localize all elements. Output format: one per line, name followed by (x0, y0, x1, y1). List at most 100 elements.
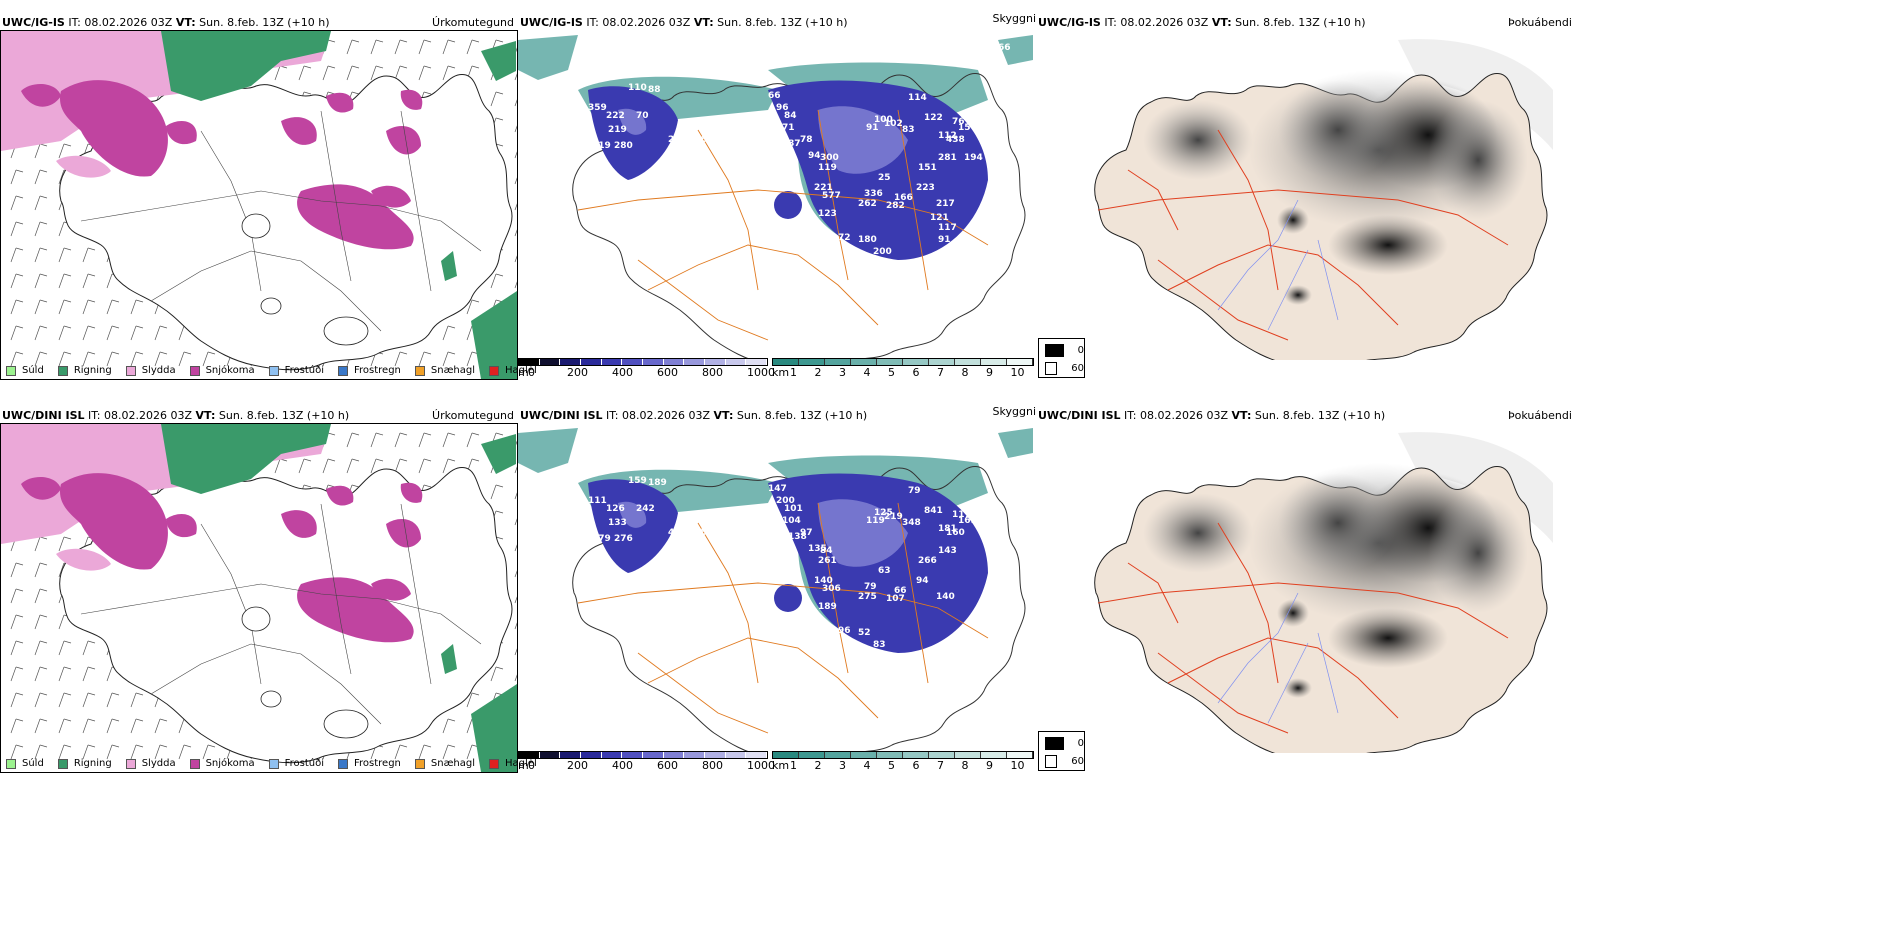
visibility-tick: 4 (863, 759, 871, 772)
cloudbase-value: 180 (858, 235, 877, 245)
cloudbase-value: 91 (866, 123, 879, 133)
cloudbase-value: 438 (946, 135, 965, 145)
legend-label: Snjókoma (205, 758, 255, 769)
cloudbase-value: 72 (838, 233, 851, 243)
cloudbase-value: 94 (916, 576, 929, 586)
fog-swatch-dark (1045, 343, 1064, 357)
legend-item: Rigning (57, 365, 112, 376)
cloud-header: UWC/IG-IS IT: 08.02.2026 03Z VT: Sun. 8.… (520, 16, 848, 29)
legend-item: Frostúði (268, 758, 324, 769)
legend-label: Snæhagl (430, 758, 476, 769)
snow-areas (21, 80, 423, 250)
legend-item: Súld (6, 365, 44, 376)
visibility-unit: km (772, 759, 790, 772)
cloudbase-value: 217 (936, 199, 955, 209)
precip-map (0, 423, 518, 773)
visibility-colorbar (772, 358, 1034, 366)
fog-value: 0 (1077, 344, 1084, 356)
legend-item: Slydda (125, 365, 176, 376)
legend-swatch (338, 758, 348, 769)
cloudbase-value: 112 (938, 131, 957, 141)
fog-legend-row: 0 (1039, 341, 1084, 359)
visibility-tick: 4 (863, 366, 871, 379)
visibility-tick: 5 (888, 366, 895, 379)
cloudbase-value: 110 (658, 551, 677, 561)
roads (80, 503, 482, 725)
legend-item: Súld (6, 758, 44, 769)
cloudbase-value: 461 (658, 158, 677, 168)
cloudbase-value: 125 (874, 508, 893, 518)
cloudbase-value: 102 (884, 119, 903, 129)
fog-shading (1143, 70, 1528, 305)
visibility-colorbar (772, 751, 1034, 759)
cloudbase-tick: 600 (657, 759, 678, 772)
cloudbase-value: 134 (648, 168, 667, 178)
visibility-tick: 5 (888, 759, 895, 772)
precip-header: UWC/IG-IS IT: 08.02.2026 03Z VT: Sun. 8.… (2, 16, 330, 29)
precip-legend: Súld Rigning Slydda Snjókoma Frostúði Frostre… (6, 365, 551, 376)
legend-label: Rigning (73, 758, 112, 769)
cloudbase-value: 449 (668, 528, 687, 538)
legend-label: Frostúði (284, 365, 324, 376)
cloudbase-tick: 800 (702, 366, 723, 379)
cloudbase-value: 83 (873, 640, 886, 650)
rain-areas (161, 424, 517, 772)
cloudbase-value: 66 (998, 43, 1011, 53)
cloudbase-value: 76 (952, 117, 965, 127)
cloudbase-value: 123 (818, 209, 837, 219)
cloudbase-value: 63 (878, 566, 891, 576)
cloudbase-tick: 1000 (747, 366, 775, 379)
legend-label: Snæhagl (430, 365, 476, 376)
visibility-tick: 3 (839, 366, 846, 379)
cloudbase-value: 94 (808, 151, 821, 161)
cloudbase-value: 266 (918, 556, 937, 566)
cloudbase-value: 219 (608, 125, 627, 135)
cloudbase-value: 289 (668, 135, 687, 145)
legend-item: Snjókoma (189, 365, 255, 376)
cloudbase-value: 135 (808, 544, 827, 554)
cloudbase-value: 200 (873, 247, 892, 257)
cloudbase-value: 282 (886, 201, 905, 211)
cloudbase-value: 194 (964, 153, 983, 163)
legend-label: Slydda (141, 365, 176, 376)
cloudbase-value: 90 (713, 115, 726, 125)
cloudbase-value: 348 (902, 518, 921, 528)
fog-legend-row: 60 (1039, 359, 1084, 377)
visibility-tick: 8 (961, 759, 969, 772)
visibility-tick: 7 (937, 759, 944, 772)
legend-label: Haglél (505, 758, 537, 769)
cloudbase-tick: 200 (567, 366, 588, 379)
cloudbase-value: 306 (822, 584, 841, 594)
rivers (1217, 592, 1339, 724)
legend-item: Snæhagl (414, 758, 476, 769)
precip-map (0, 30, 518, 380)
visibility-tick: 7 (937, 366, 944, 379)
visibility-tick: 9 (986, 759, 993, 772)
legend-swatch (414, 758, 425, 769)
fog-value: 60 (1071, 362, 1084, 374)
cloudbase-value: 100 (874, 115, 893, 125)
legend-swatch (489, 365, 500, 376)
visibility-unit: km (772, 366, 790, 379)
cloudbase-colorbar (518, 751, 768, 759)
cloudbase-value: 66 (894, 586, 907, 596)
cloudbase-value: 140 (814, 576, 833, 586)
rain-areas (161, 31, 517, 379)
fog-header: UWC/DINI ISL IT: 08.02.2026 03Z VT: Sun.… (1038, 409, 1386, 422)
cloudbase-value: 176 (688, 135, 707, 145)
cloudbase-value: 172 (648, 561, 667, 571)
cloudbase-tick: 800 (702, 759, 723, 772)
cloudbase-value: 71 (782, 123, 795, 133)
legend-label: Snjókoma (205, 365, 255, 376)
visibility-tick: 1 (790, 759, 797, 772)
cloud-panel: UWC/IG-IS IT: 08.02.2026 03Z VT: Sun. 8.… (518, 12, 1038, 392)
cloudbase-value: 221 (814, 183, 833, 193)
cloudbase-value: 200 (776, 496, 795, 506)
legend-item: Snjókoma (189, 758, 255, 769)
cloudbase-value: 133 (608, 518, 627, 528)
cloudbase-value: 160 (946, 528, 965, 538)
fog-legend-row: 0 (1039, 734, 1084, 752)
cloudbase-value: 919 (592, 141, 611, 151)
cloudbase-value: 138 (788, 532, 807, 542)
fog-map (1038, 423, 1558, 753)
